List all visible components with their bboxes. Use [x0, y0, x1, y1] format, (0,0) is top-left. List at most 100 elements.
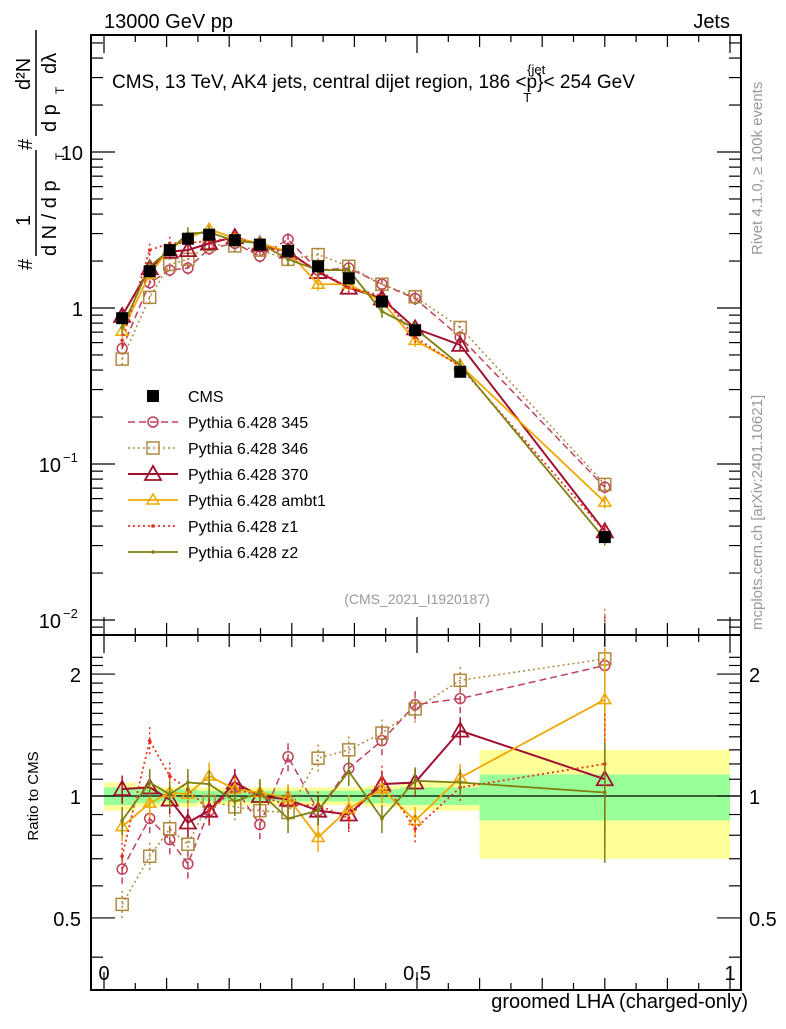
legend-label: Pythia 6.428 346 [188, 441, 308, 458]
ratio-marker [342, 743, 356, 757]
plot-title-pre: CMS, 13 TeV, AK4 jets, central dijet reg… [112, 72, 537, 93]
ratio-ytick-label: 0.5 [53, 909, 81, 931]
main-marker [142, 290, 157, 305]
ratio-marker [115, 897, 129, 912]
ratio-marker [167, 792, 172, 797]
legend-marker [147, 416, 159, 428]
ratio-marker [147, 738, 152, 743]
ylabel-hash1: # [15, 258, 37, 270]
ratio-marker [186, 780, 190, 785]
ratio-marker [375, 726, 389, 740]
plot-title-sub: T [523, 90, 531, 105]
legend-label: Pythia 6.428 ambt1 [188, 493, 326, 510]
cms-marker [203, 228, 216, 241]
cms-marker [116, 312, 129, 325]
main-marker [147, 248, 152, 252]
ratio-ytick-label-right: 0.5 [749, 909, 777, 931]
plot-title-sup: {jet [527, 62, 545, 77]
ratio-marker [181, 837, 195, 852]
ratio-marker [282, 751, 294, 763]
main-line [121, 236, 606, 532]
legend-label: Pythia 6.428 370 [188, 467, 308, 484]
main-marker [162, 257, 177, 272]
ratio-marker [120, 854, 124, 859]
ratio-marker [374, 781, 390, 794]
ratio-marker [450, 720, 470, 738]
xtick-label: 0 [98, 963, 109, 985]
header-energy-label: 13000 GeV pp [104, 11, 233, 33]
cms-marker [181, 232, 194, 245]
ratio-marker [603, 790, 607, 795]
cms-marker [143, 265, 156, 278]
header-process-label: Jets [693, 11, 730, 33]
legend-item: Pythia 6.428 346 [128, 441, 308, 458]
cms-marker [454, 365, 467, 378]
plot-title-post: }< 254 GeV [537, 72, 635, 93]
ratio-marker [120, 818, 124, 823]
ratio-marker [407, 813, 423, 826]
cms-marker [228, 234, 241, 247]
main-marker [597, 494, 613, 507]
main-marker [380, 309, 384, 314]
legend-marker-cms [147, 390, 159, 402]
ratio-marker [458, 780, 462, 785]
cms-marker [375, 295, 388, 308]
cms-marker [409, 324, 422, 337]
main-marker [346, 268, 351, 272]
cms-marker [163, 244, 176, 257]
ratio-marker [286, 816, 290, 821]
ratio-marker [142, 849, 157, 863]
ratio-ylabel: Ratio to CMS [25, 751, 42, 840]
ratio-line [121, 769, 605, 822]
ratio-marker [162, 822, 177, 836]
main-marker [599, 481, 611, 493]
legend-label: CMS [188, 389, 224, 406]
ratio-marker [310, 830, 326, 843]
ratio-marker [380, 777, 384, 782]
ylabel-hash2: # [15, 138, 37, 150]
ratio-marker [233, 799, 237, 804]
legend-item: Pythia 6.428 370 [128, 464, 308, 484]
main-marker [115, 352, 129, 366]
cms-marker [282, 244, 295, 257]
ylabel-num2: d²N [13, 58, 35, 90]
ratio-ytick-label: 1 [70, 787, 81, 809]
ratio-ytick-label-right: 2 [749, 665, 760, 687]
ratio-marker [178, 812, 198, 830]
main-ylabel: # 1 d N / d p T # d²N d p T dλ [13, 30, 67, 270]
main-ytick-exponent: −1 [63, 450, 78, 465]
ratio-series [112, 608, 615, 920]
legend: CMS Pythia 6.428 345 Pythia 6.428 346 Pythi… [128, 389, 326, 562]
ratio-frame [90, 634, 742, 991]
ylabel-one: 1 [13, 215, 35, 226]
ratio-ytick-label: 2 [70, 665, 81, 687]
ratio-marker [254, 818, 266, 831]
legend-label: Pythia 6.428 345 [188, 415, 308, 432]
ratio-marker [142, 795, 158, 808]
main-marker [120, 338, 124, 343]
cms-marker [342, 272, 355, 285]
main-marker [413, 335, 417, 339]
legend-label: Pythia 6.428 z2 [188, 545, 298, 562]
xlabel: groomed LHA (charged-only) [491, 991, 748, 1013]
legend-item: Pythia 6.428 z1 [128, 519, 298, 536]
main-marker [598, 477, 612, 492]
ratio-marker [199, 800, 219, 818]
ratio-marker [409, 698, 421, 711]
ratio-marker [112, 779, 132, 797]
cms-marker [253, 238, 266, 251]
ratio-marker [182, 858, 194, 870]
ratio-marker [380, 816, 384, 821]
ratio-series-z2 [120, 742, 607, 863]
main-marker [286, 257, 290, 262]
legend-item: Pythia 6.428 ambt1 [128, 492, 326, 510]
legend-item: Pythia 6.428 z2 [128, 545, 298, 562]
xtick-label: 1 [724, 963, 735, 985]
mcplots-label: mcplots.cern.ch [arXiv:2401.10621] [749, 395, 766, 630]
ratio-marker [207, 782, 211, 786]
ratio-marker [311, 751, 325, 765]
legend-marker [143, 464, 163, 481]
cms-data [116, 228, 611, 544]
